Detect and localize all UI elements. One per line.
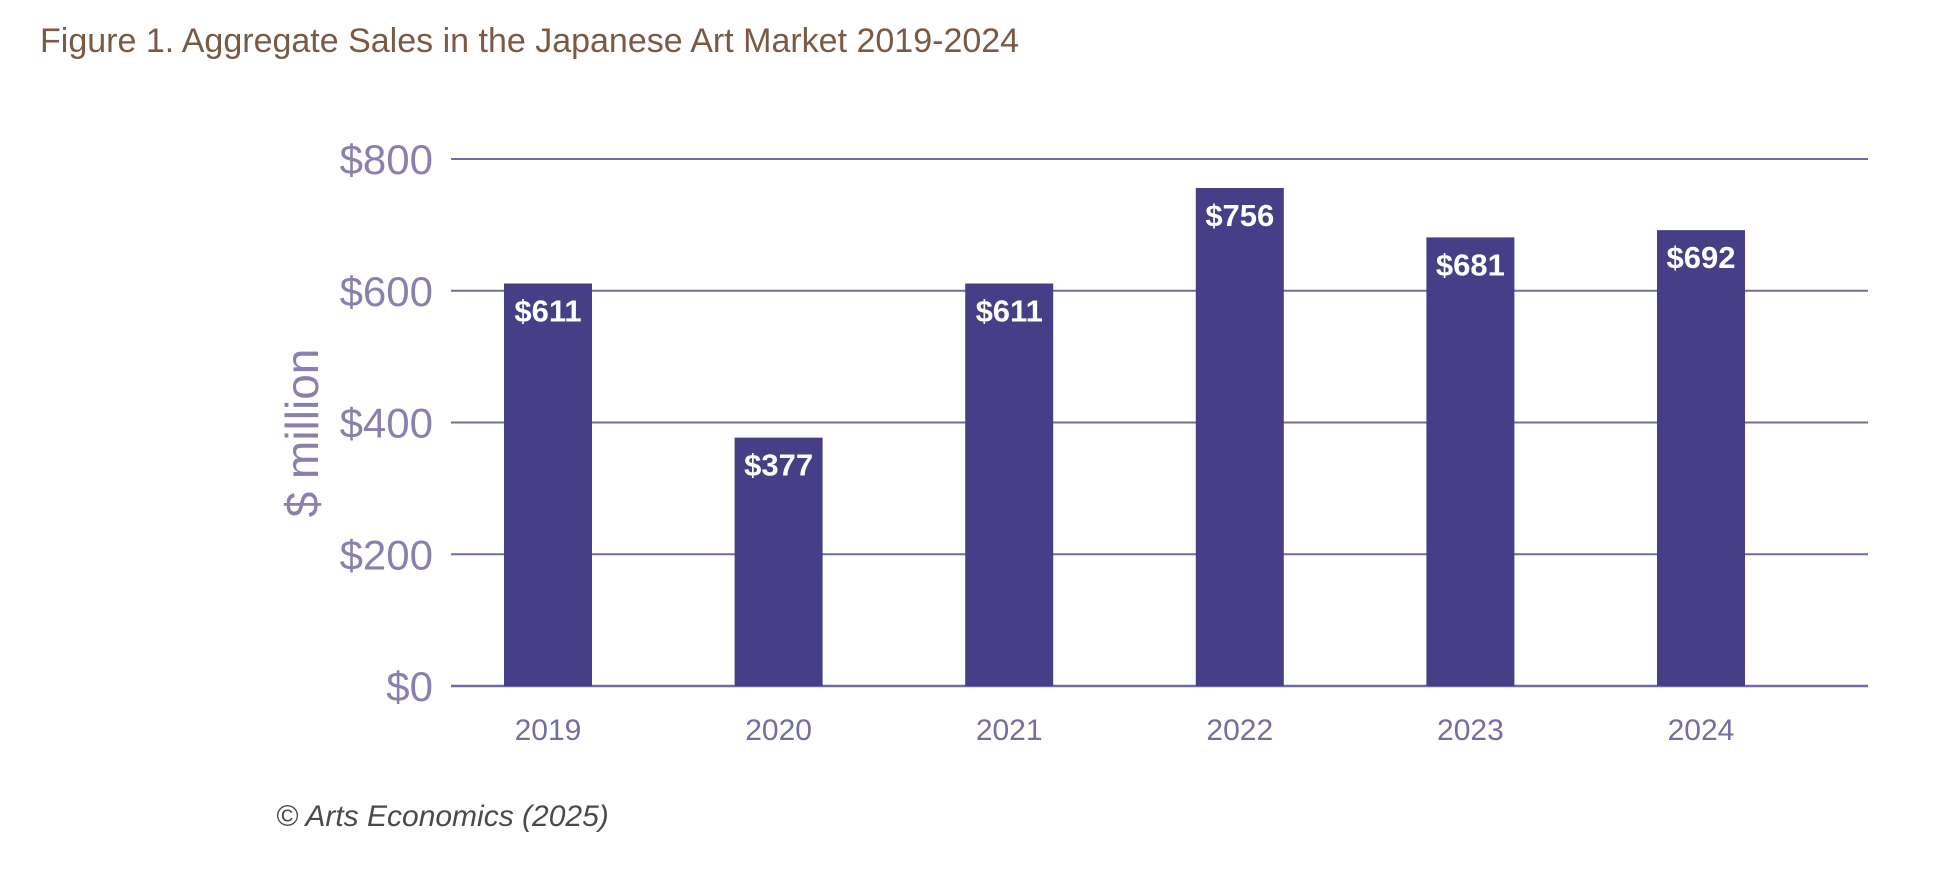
x-axis-ticks: 2019 2020 2021 2022 2023 2024 — [515, 714, 1735, 747]
data-label-2021: $611 — [976, 294, 1043, 329]
x-tick-label-2023: 2023 — [1437, 714, 1504, 747]
data-label-2019: $611 — [514, 294, 581, 329]
source-credit: © Arts Economics (2025) — [276, 800, 609, 833]
data-label-2020: $377 — [744, 448, 813, 483]
x-tick-label-2020: 2020 — [745, 714, 812, 747]
gridlines — [451, 158, 1868, 688]
bar-2020 — [734, 437, 823, 686]
bar-2024 — [1657, 230, 1745, 686]
y-tick-label: $200 — [340, 531, 433, 578]
data-label-2023: $681 — [1436, 247, 1505, 282]
y-tick-label: $800 — [340, 136, 433, 183]
bar-2019 — [504, 283, 592, 686]
x-tick-label-2021: 2021 — [976, 714, 1043, 747]
y-tick-label: $600 — [340, 268, 433, 315]
bar-2021 — [965, 283, 1054, 686]
chart-title: Figure 1. Aggregate Sales in the Japanes… — [40, 22, 1020, 60]
x-tick-label-2019: 2019 — [515, 714, 582, 747]
data-labels: $611 $377 $611 $756 $681 $692 — [514, 198, 1735, 483]
y-axis-label: $ million — [276, 349, 328, 518]
data-label-2022: $756 — [1205, 198, 1274, 233]
bar-2023 — [1426, 237, 1515, 687]
y-tick-label: $0 — [386, 663, 433, 710]
y-axis-ticks: $0 $200 $400 $600 $800 — [340, 136, 433, 710]
x-tick-label-2022: 2022 — [1206, 714, 1273, 747]
x-tick-label-2024: 2024 — [1668, 714, 1735, 747]
y-tick-label: $400 — [340, 400, 433, 447]
data-label-2024: $692 — [1667, 240, 1736, 275]
bar-2022 — [1195, 187, 1284, 687]
bars — [504, 187, 1745, 687]
